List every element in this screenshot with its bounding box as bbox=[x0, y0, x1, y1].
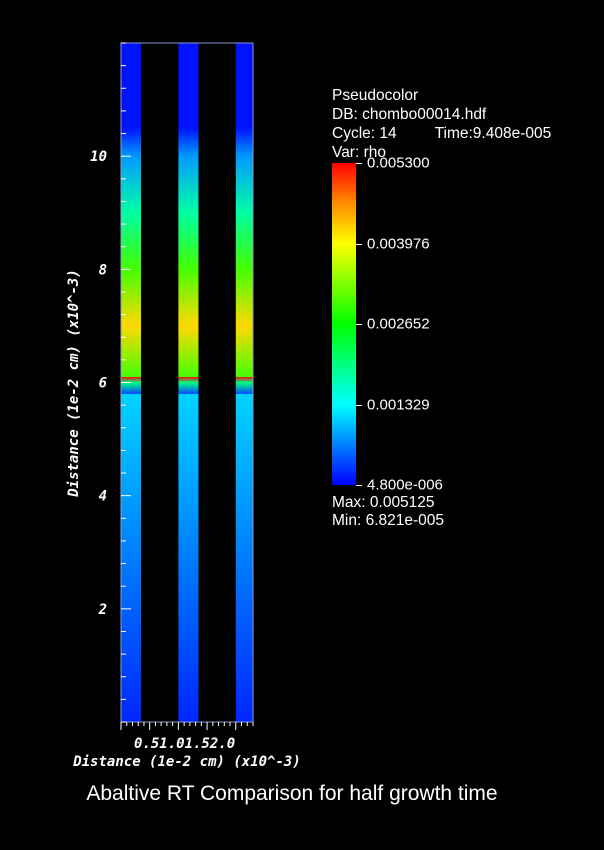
colorbar-tick bbox=[356, 485, 362, 486]
data-column-2 bbox=[178, 43, 199, 722]
colorbar bbox=[332, 163, 356, 485]
time-label: Time:9.408e-005 bbox=[434, 125, 552, 142]
colorbar-tick bbox=[356, 163, 362, 164]
cycle-label: Cycle: 14 bbox=[332, 125, 397, 142]
max-label: Max: 0.005125 bbox=[332, 494, 435, 511]
db-label: DB: chombo00014.hdf bbox=[332, 106, 487, 123]
plot-type-label: Pseudocolor bbox=[332, 87, 419, 104]
range-info: Max: 0.005125 Min: 6.821e-005 bbox=[332, 494, 444, 530]
colorbar-tick bbox=[356, 324, 362, 325]
plot-columns bbox=[121, 43, 253, 722]
y-tick-label: 6 bbox=[99, 376, 107, 392]
colorbar-label: 0.005300 bbox=[367, 154, 430, 172]
data-column-1 bbox=[121, 43, 142, 722]
y-tick-label: 8 bbox=[99, 262, 107, 278]
min-label: Min: 6.821e-005 bbox=[332, 512, 445, 529]
y-axis-ticks: 2 4 6 8 10 bbox=[90, 42, 131, 723]
x-axis-label: Distance (1e-2 cm) (x10^-3) bbox=[72, 754, 301, 770]
colorbar-tick bbox=[356, 243, 362, 245]
colorbar-label: 0.003976 bbox=[367, 235, 430, 252]
y-axis-label: Distance (1e-2 cm) (x10^-3) bbox=[66, 269, 82, 498]
y-tick-label: 4 bbox=[99, 489, 107, 505]
colorbar-label: 0.001329 bbox=[367, 396, 430, 413]
var-label: Var: rho bbox=[332, 144, 386, 161]
colorbar-tick bbox=[356, 404, 362, 406]
y-tick-label: 10 bbox=[90, 149, 107, 165]
cycle-time-row: Cycle: 14 Time:9.408e-005 bbox=[332, 124, 551, 143]
colorbar-label: 0.002652 bbox=[367, 315, 430, 333]
x-axis-ticks bbox=[120, 722, 254, 730]
y-tick-label: 2 bbox=[98, 602, 107, 618]
figure-caption: Abaltive RT Comparison for half growth t… bbox=[86, 782, 498, 805]
x-axis-tick-labels: 0.51.01.52.0 bbox=[134, 736, 235, 752]
colorbar-label: 4.800e-006 bbox=[367, 476, 443, 494]
legend-info: Pseudocolor DB: chombo00014.hdf Cycle: 1… bbox=[332, 86, 551, 162]
data-column-3 bbox=[235, 43, 253, 722]
